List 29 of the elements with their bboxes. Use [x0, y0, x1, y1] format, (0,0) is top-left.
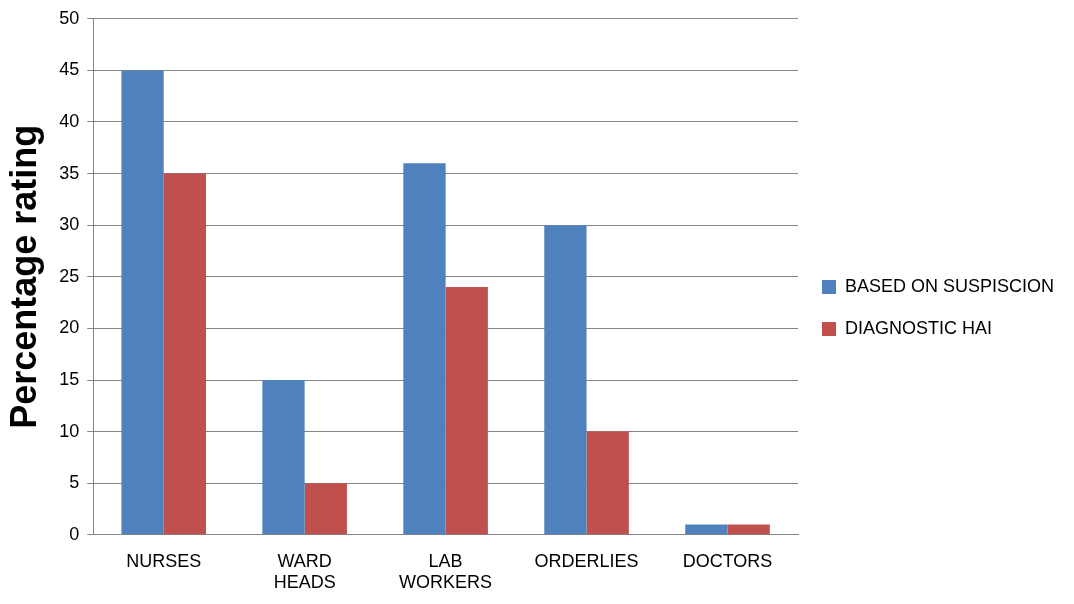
- bar: [727, 524, 770, 535]
- bar: [685, 524, 728, 535]
- legend-label: BASED ON SUSPISCION: [845, 275, 1055, 296]
- y-tick-label: 20: [59, 317, 80, 338]
- y-tick-label: 30: [59, 214, 80, 235]
- bar: [544, 225, 587, 535]
- x-tick-label: LAB WORKERS: [399, 550, 493, 593]
- x-tick-label: WARD HEADS: [273, 550, 336, 593]
- x-tick-label: NURSES: [126, 550, 202, 571]
- x-tick-label: DOCTORS: [682, 550, 773, 571]
- bar: [121, 70, 164, 535]
- y-tick-label: 5: [69, 472, 80, 493]
- x-tick-label: ORDERLIES: [534, 550, 639, 571]
- y-tick-label: 45: [59, 59, 80, 80]
- y-tick-label: 50: [59, 7, 80, 28]
- y-tick-label: 25: [59, 265, 80, 286]
- y-axis-title: Percentage rating: [2, 124, 44, 429]
- bar: [163, 173, 206, 535]
- bar: [403, 163, 446, 535]
- y-tick-label: 10: [59, 420, 80, 441]
- bar: [262, 380, 305, 535]
- bar: [445, 287, 488, 535]
- bar: [304, 483, 347, 535]
- y-tick-label: 15: [59, 368, 80, 389]
- legend-label: DIAGNOSTIC HAI: [845, 317, 993, 338]
- bar: [586, 431, 629, 535]
- y-tick-label: 35: [59, 162, 80, 183]
- y-tick-label: 40: [59, 110, 80, 131]
- y-tick-label: 0: [69, 523, 80, 544]
